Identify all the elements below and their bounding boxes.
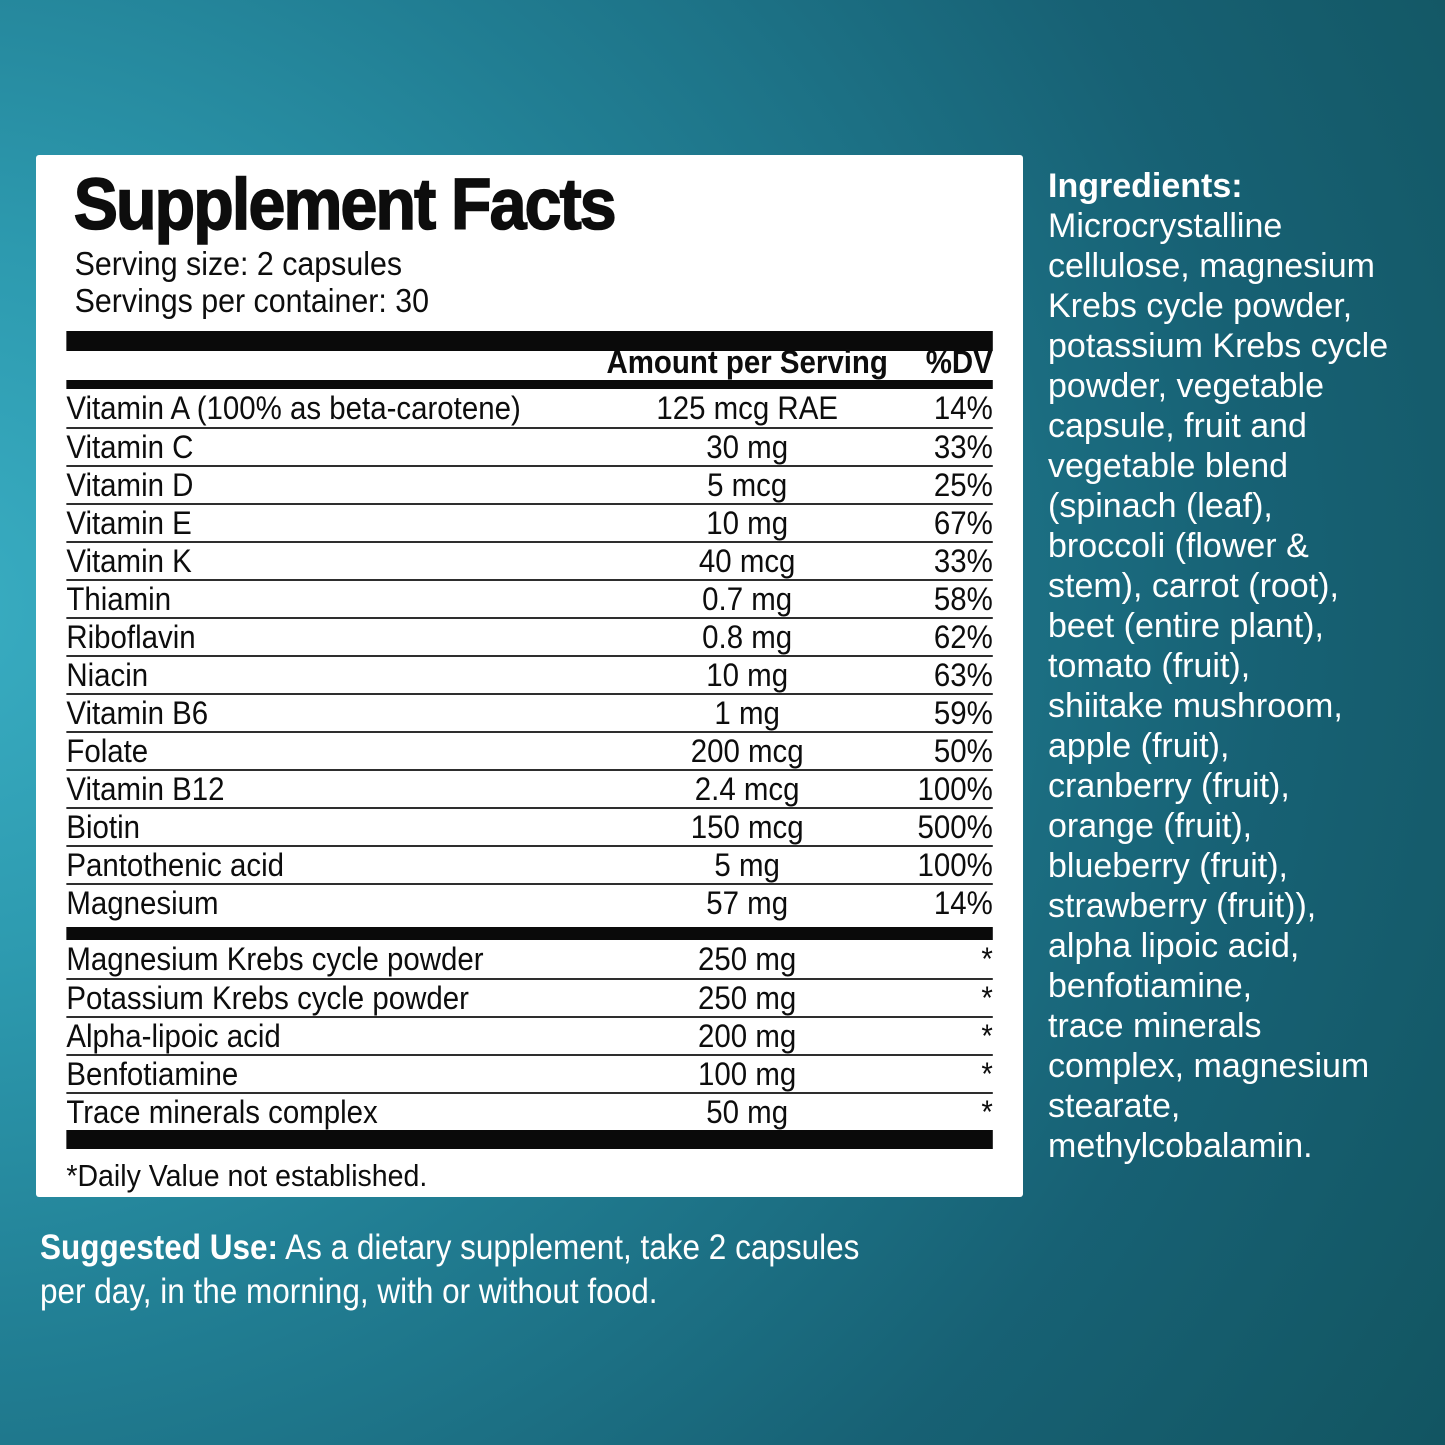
divider-bar-bottom xyxy=(66,1130,993,1149)
nutrient-amount: 5 mcg xyxy=(707,467,788,503)
divider-bar-middle xyxy=(66,927,993,940)
table-row: Trace minerals complex 50 mg * xyxy=(66,1092,993,1130)
nutrient-amount: 150 mcg xyxy=(690,809,804,845)
nutrient-name: Magnesium Krebs cycle powder xyxy=(66,941,484,977)
nutrient-dv: * xyxy=(981,1018,993,1054)
nutrient-dv: 14% xyxy=(933,885,993,921)
nutrient-dv: 14% xyxy=(933,390,993,426)
table-row: Folate 200 mcg 50% xyxy=(66,731,993,769)
column-header-amount: Amount per Serving xyxy=(606,344,888,380)
table-row: Vitamin K 40 mcg 33% xyxy=(66,541,993,579)
blend-rows: Magnesium Krebs cycle powder 250 mg * Potas… xyxy=(66,940,993,1130)
nutrient-dv: 33% xyxy=(933,543,993,579)
nutrient-dv: 33% xyxy=(933,429,993,465)
serving-size: Serving size: 2 capsules xyxy=(74,245,403,282)
nutrient-amount: 5 mg xyxy=(714,847,780,883)
nutrient-name: Potassium Krebs cycle powder xyxy=(66,980,469,1016)
daily-value-footnote: *Daily Value not established. xyxy=(66,1158,428,1193)
ingredients-section: Ingredients: Microcrystalline cellulose,… xyxy=(1048,166,1434,1166)
panel-title: Supplement Facts xyxy=(73,165,617,245)
table-row: Vitamin D 5 mcg 25% xyxy=(66,465,993,503)
table-row: Vitamin C 30 mg 33% xyxy=(66,427,993,465)
nutrient-name: Magnesium xyxy=(66,885,219,921)
table-header-row: Amount per Serving %DV xyxy=(66,346,992,380)
nutrient-dv: 59% xyxy=(933,695,993,731)
nutrient-amount: 57 mg xyxy=(706,885,789,921)
table-row: Riboflavin 0.8 mg 62% xyxy=(66,617,993,655)
nutrient-name: Vitamin B6 xyxy=(66,695,209,731)
nutrient-dv: 500% xyxy=(917,809,993,845)
nutrient-name: Vitamin B12 xyxy=(66,771,225,807)
column-header-dv: %DV xyxy=(925,344,993,380)
divider-bar-top xyxy=(66,331,993,351)
suggested-use-text: Suggested Use: As a dietary supplement, … xyxy=(40,1226,1030,1314)
nutrient-amount: 10 mg xyxy=(706,505,789,541)
nutrient-dv: 62% xyxy=(933,619,993,655)
ingredients-heading: Ingredients: xyxy=(1048,167,1243,205)
nutrient-dv: 50% xyxy=(933,733,993,769)
supplement-facts-content: Supplement Facts Serving size: 2 capsule… xyxy=(36,155,1023,1194)
table-row: Niacin 10 mg 63% xyxy=(66,655,993,693)
nutrient-amount: 125 mcg RAE xyxy=(656,390,838,426)
nutrient-name: Folate xyxy=(66,733,149,769)
suggested-use-section: Suggested Use: As a dietary supplement, … xyxy=(40,1226,1140,1314)
nutrient-name: Vitamin C xyxy=(66,429,194,465)
nutrient-name: Alpha-lipoic acid xyxy=(66,1018,281,1054)
table-row: Pantothenic acid 5 mg 100% xyxy=(66,845,993,883)
table-row: Alpha-lipoic acid 200 mg * xyxy=(66,1016,993,1054)
nutrient-amount: 10 mg xyxy=(706,657,789,693)
suggested-use-line1: Suggested Use: As a dietary supplement, … xyxy=(40,1228,860,1267)
servings-per-container: Servings per container: 30 xyxy=(74,282,430,319)
nutrient-amount: 30 mg xyxy=(706,429,789,465)
nutrient-dv: 100% xyxy=(917,771,993,807)
divider-bar-header xyxy=(66,380,993,389)
table-row: Vitamin E 10 mg 67% xyxy=(66,503,993,541)
nutrient-dv: 58% xyxy=(933,581,993,617)
nutrient-amount: 0.8 mg xyxy=(702,619,793,655)
nutrient-name: Vitamin E xyxy=(66,505,192,541)
nutrient-dv: 67% xyxy=(933,505,993,541)
nutrient-dv: 63% xyxy=(933,657,993,693)
nutrient-dv: * xyxy=(981,1056,993,1092)
suggested-use-label: Suggested Use: xyxy=(40,1228,279,1267)
nutrient-name: Trace minerals complex xyxy=(66,1094,378,1130)
nutrient-dv: * xyxy=(981,1094,993,1130)
nutrient-name: Thiamin xyxy=(66,581,172,617)
supplement-facts-panel: Supplement Facts Serving size: 2 capsule… xyxy=(36,155,1023,1197)
table-row: Magnesium 57 mg 14% xyxy=(66,883,993,921)
table-row: Vitamin B6 1 mg 59% xyxy=(66,693,993,731)
nutrient-name: Benfotiamine xyxy=(66,1056,239,1092)
nutrient-rows: Vitamin A (100% as beta-carotene) 125 mcg… xyxy=(66,389,993,921)
nutrient-dv: 25% xyxy=(933,467,993,503)
nutrient-name: Pantothenic acid xyxy=(66,847,285,883)
nutrient-name: Niacin xyxy=(66,657,149,693)
nutrient-amount: 50 mg xyxy=(706,1094,789,1130)
nutrient-name: Vitamin A (100% as beta-carotene) xyxy=(66,390,521,426)
nutrient-name: Biotin xyxy=(66,809,141,845)
table-row: Potassium Krebs cycle powder 250 mg * xyxy=(66,978,993,1016)
nutrient-amount: 250 mg xyxy=(698,941,797,977)
nutrient-dv: * xyxy=(981,941,993,977)
nutrient-dv: * xyxy=(981,980,993,1016)
table-row: Vitamin A (100% as beta-carotene) 125 mcg… xyxy=(66,389,992,427)
nutrient-amount: 200 mg xyxy=(698,1018,797,1054)
table-row: Thiamin 0.7 mg 58% xyxy=(66,579,993,617)
nutrient-amount: 2.4 mcg xyxy=(694,771,800,807)
table-row: Vitamin B12 2.4 mcg 100% xyxy=(66,769,993,807)
nutrient-amount: 100 mg xyxy=(698,1056,797,1092)
nutrient-amount: 0.7 mg xyxy=(702,581,793,617)
table-row: Magnesium Krebs cycle powder 250 mg * xyxy=(66,940,992,978)
ingredients-text: Microcrystalline cellulose, magnesium Kr… xyxy=(1048,207,1389,1165)
nutrient-amount: 250 mg xyxy=(698,980,797,1016)
nutrient-amount: 1 mg xyxy=(714,695,780,731)
nutrient-amount: 40 mcg xyxy=(698,543,796,579)
nutrient-name: Riboflavin xyxy=(66,619,196,655)
nutrient-dv: 100% xyxy=(917,847,993,883)
nutrient-name: Vitamin K xyxy=(66,543,192,579)
nutrient-amount: 200 mcg xyxy=(690,733,804,769)
nutrient-name: Vitamin D xyxy=(66,467,194,503)
suggested-use-line2: per day, in the morning, with or without… xyxy=(40,1272,658,1311)
table-row: Biotin 150 mcg 500% xyxy=(66,807,993,845)
table-row: Benfotiamine 100 mg * xyxy=(66,1054,993,1092)
